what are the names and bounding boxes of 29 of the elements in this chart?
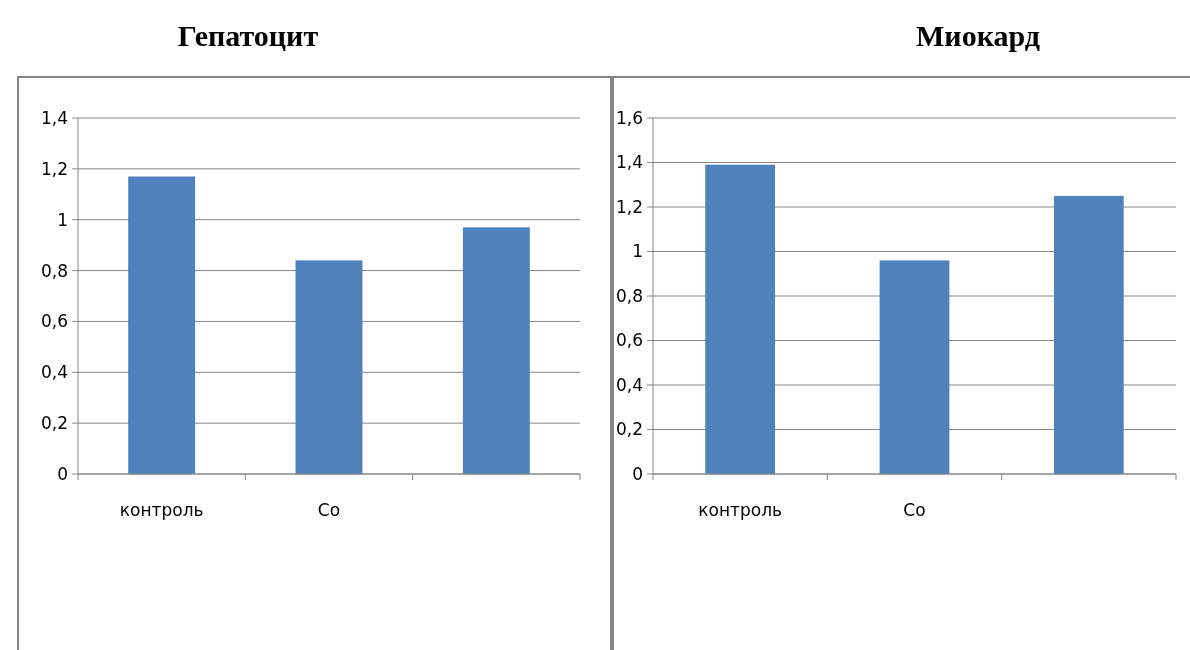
y-tick-label: 0: [57, 463, 68, 484]
y-tick-label: 1,6: [615, 107, 643, 128]
y-tick-label: 0,8: [40, 260, 68, 281]
y-tick-label: 0,6: [40, 311, 68, 332]
y-tick-label: 1: [57, 209, 68, 230]
y-tick-label: 1,4: [40, 107, 68, 128]
chart-title: Миокард: [916, 19, 1040, 52]
bar: [295, 260, 363, 474]
x-tick-label: Co: [317, 500, 341, 520]
chart-title: Гепатоцит: [177, 19, 319, 52]
y-tick-label: 0,2: [40, 413, 68, 434]
y-tick-label: 0,4: [615, 374, 643, 395]
y-tick-label: 1,2: [40, 158, 68, 179]
y-tick-label: 1,4: [615, 152, 643, 173]
x-tick-label: Co: [903, 500, 926, 520]
bar: [128, 176, 196, 474]
bar: [462, 227, 530, 474]
bar: [1053, 195, 1124, 474]
y-tick-label: 0,4: [40, 362, 68, 383]
y-tick-label: 0: [632, 463, 643, 484]
y-tick-label: 0,6: [615, 330, 643, 351]
y-tick-label: 0,2: [615, 419, 643, 440]
bar: [879, 260, 950, 474]
y-tick-label: 0,8: [615, 285, 643, 306]
x-tick-label: контроль: [119, 500, 204, 520]
x-tick-label: контроль: [698, 500, 783, 520]
y-tick-label: 1: [632, 241, 643, 262]
y-tick-label: 1,2: [615, 196, 643, 217]
bar: [705, 164, 776, 474]
